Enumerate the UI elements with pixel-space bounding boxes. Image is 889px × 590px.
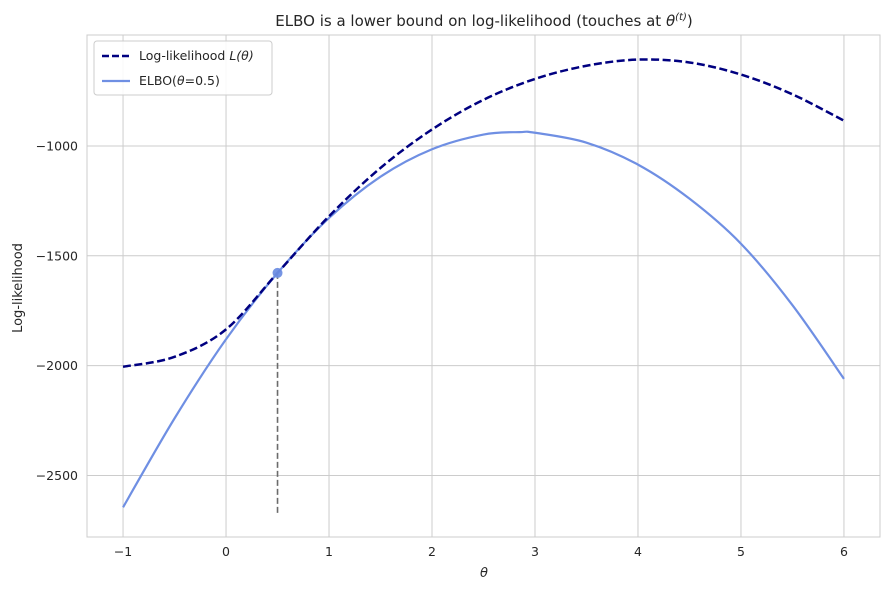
y-tick-label: −1000	[36, 138, 78, 153]
legend-label-elbo: ELBO(θ=0.5)	[139, 73, 220, 88]
title-close: )	[687, 12, 693, 30]
y-tick-label: −2000	[36, 358, 78, 373]
y-axis-ticks: −2500 −2000 −1500 −1000	[36, 138, 78, 483]
x-tick-label: −1	[114, 544, 132, 559]
chart-title: ELBO is a lower bound on log-likelihood …	[275, 12, 692, 30]
legend-label-loglik: Log-likelihood L(θ)	[139, 48, 254, 63]
series-loglikelihood-line	[122, 58, 845, 368]
y-tick-label: −1500	[36, 248, 78, 263]
x-axis-label: θ	[480, 566, 488, 581]
series-elbo-line	[122, 130, 845, 508]
x-tick-label: 5	[737, 544, 745, 559]
title-main: ELBO is a lower bound on log-likelihood …	[275, 12, 666, 30]
title-theta: θ	[666, 12, 675, 30]
legend-box	[93, 40, 273, 96]
x-tick-label: 1	[325, 544, 333, 559]
grid	[87, 35, 880, 537]
y-axis-label: Log-likelihood	[11, 243, 26, 333]
x-axis-ticks: −1 0 1 2 3 4 5 6	[114, 544, 848, 559]
plot-border	[86, 34, 881, 538]
title-superscript: (t)	[675, 12, 687, 23]
x-tick-label: 6	[840, 544, 848, 559]
plot-area	[86, 34, 881, 538]
series-layer	[122, 58, 845, 513]
touch-point-marker	[272, 267, 283, 278]
x-tick-label: 4	[634, 544, 642, 559]
x-tick-label: 2	[428, 544, 436, 559]
x-tick-label: 3	[531, 544, 539, 559]
y-tick-label: −2500	[36, 468, 78, 483]
legend: Log-likelihood L(θ) ELBO(θ=0.5)	[93, 40, 273, 96]
x-tick-label: 0	[222, 544, 230, 559]
